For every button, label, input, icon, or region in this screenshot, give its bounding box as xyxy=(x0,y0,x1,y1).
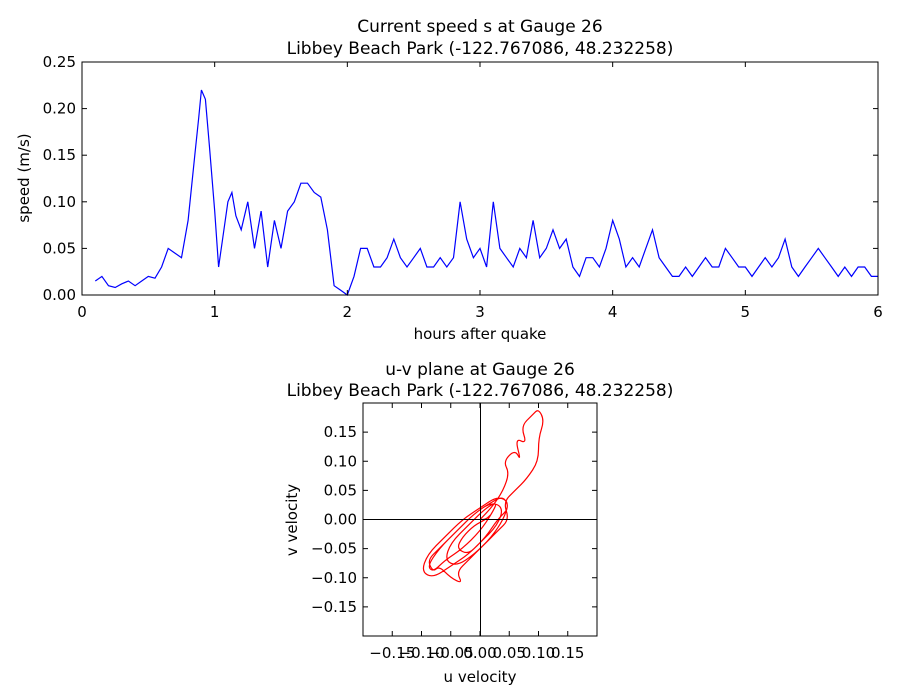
speed-y-tick-label: 0.15 xyxy=(43,146,76,164)
speed-line xyxy=(94,89,878,296)
speed-x-tick-label: 5 xyxy=(741,303,751,321)
speed-series xyxy=(94,89,878,296)
speed-y-tick-label: 0.10 xyxy=(43,193,76,211)
speed-y-tick-label: 0.05 xyxy=(43,239,76,257)
uv-y-tick-label: 0.00 xyxy=(324,511,357,529)
uv-x-tick-label: 0.00 xyxy=(463,644,496,662)
uv-x-tick-label: 0.10 xyxy=(522,644,555,662)
speed-x-tick-label: 1 xyxy=(210,303,220,321)
speed-x-tick-label: 3 xyxy=(475,303,485,321)
uv-x-axis-label: u velocity xyxy=(444,668,517,686)
speed-chart-title-line1: Current speed s at Gauge 26 xyxy=(357,17,602,37)
speed-y-axis-label: speed (m/s) xyxy=(15,133,33,222)
uv-y-tick-label: 0.05 xyxy=(324,481,357,499)
speed-x-tick-label: 6 xyxy=(873,303,883,321)
speed-y-tick-label: 0.25 xyxy=(43,53,76,71)
speed-y-tick-label: 0.00 xyxy=(43,286,76,304)
uv-trajectory-line xyxy=(422,410,544,583)
uv-chart-title-line1: u-v plane at Gauge 26 xyxy=(385,360,575,380)
uv-y-tick-label: −0.15 xyxy=(311,598,357,616)
uv-y-axis-label: v velocity xyxy=(283,484,301,556)
uv-y-tick-label: 0.15 xyxy=(324,423,357,441)
uv-x-tick-label: −0.05 xyxy=(428,644,474,662)
speed-x-tick-label: 4 xyxy=(608,303,618,321)
speed-x-axis-label: hours after quake xyxy=(414,325,547,343)
speed-x-tick-label: 2 xyxy=(343,303,353,321)
speed-x-ticks: 0 1 2 3 4 5 6 xyxy=(77,62,883,321)
uv-x-tick-label: −0.10 xyxy=(399,644,445,662)
uv-y-ticks: −0.15 −0.10 −0.05 0.00 0.05 0.10 0.15 xyxy=(311,423,597,616)
speed-plot-frame xyxy=(81,61,879,296)
speed-y-tick-label: 0.20 xyxy=(43,100,76,118)
speed-chart: Current speed s at Gauge 26 Libbey Beach… xyxy=(15,17,883,343)
speed-chart-title-line2: Libbey Beach Park (-122.767086, 48.23225… xyxy=(287,39,674,59)
speed-x-tick-label: 0 xyxy=(77,303,87,321)
uv-chart-title-line2: Libbey Beach Park (-122.767086, 48.23225… xyxy=(287,381,674,401)
uv-y-tick-label: −0.05 xyxy=(311,540,357,558)
speed-y-ticks: 0.00 0.05 0.10 0.15 0.20 0.25 xyxy=(43,53,878,304)
uv-series xyxy=(422,410,544,583)
uv-chart: u-v plane at Gauge 26 Libbey Beach Park … xyxy=(283,360,673,686)
uv-y-tick-label: 0.10 xyxy=(324,452,357,470)
uv-x-tick-label: 0.15 xyxy=(551,644,584,662)
uv-x-tick-label: 0.05 xyxy=(493,644,526,662)
uv-x-tick-label: −0.15 xyxy=(369,644,415,662)
uv-y-tick-label: −0.10 xyxy=(311,569,357,587)
uv-x-ticks: −0.15−0.10−0.050.000.050.100.15 xyxy=(369,403,584,662)
